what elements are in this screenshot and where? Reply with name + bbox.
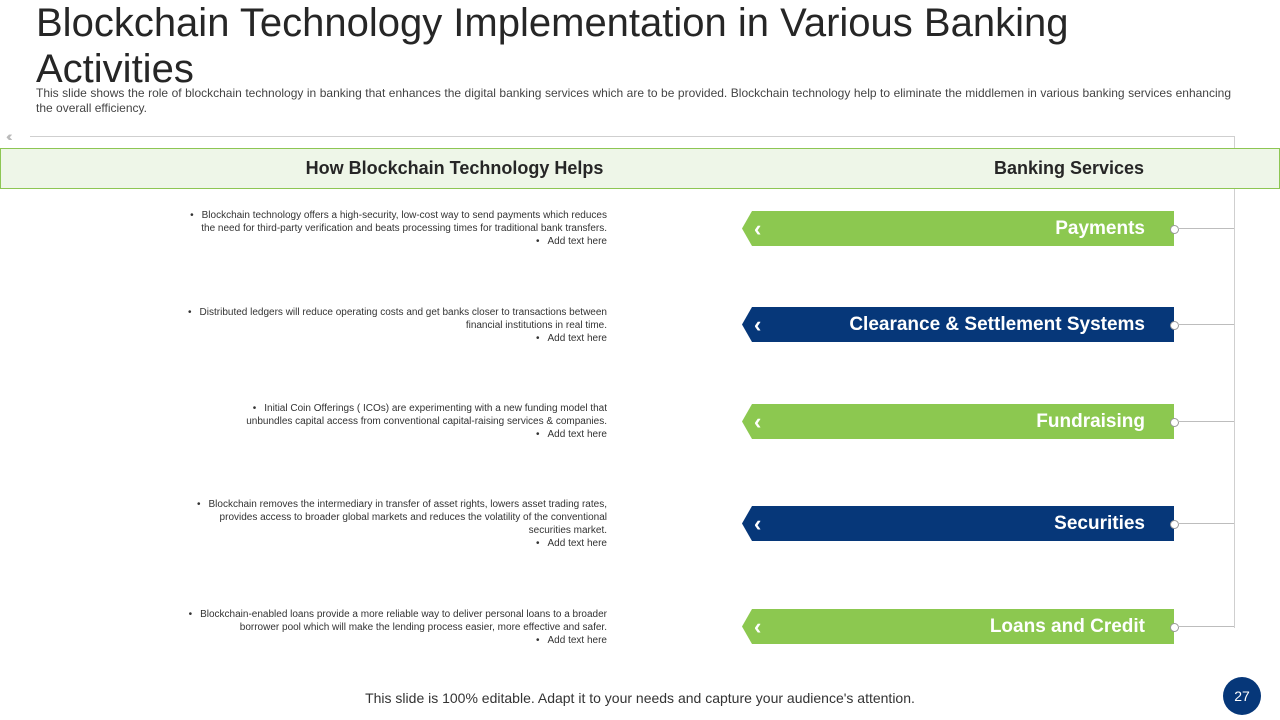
page-number-badge: 27: [1223, 677, 1261, 715]
table-header: How Blockchain Technology Helps Banking …: [0, 148, 1280, 189]
slide-title: Blockchain Technology Implementation in …: [36, 1, 1069, 91]
chevron-left-icon: ‹: [754, 216, 762, 241]
chevron-left-icon: ‹: [754, 511, 762, 536]
connector-line: [1178, 228, 1234, 229]
connector-line: [1178, 626, 1234, 627]
service-label: Clearance & Settlement Systems: [849, 314, 1145, 335]
footer-note: This slide is 100% editable. Adapt it to…: [365, 690, 915, 706]
connector-line: [1178, 421, 1234, 422]
row-description-securities: • Blockchain removes the intermediary in …: [196, 499, 607, 549]
slide-subtitle: This slide shows the role of blockchain …: [36, 86, 1231, 115]
service-tag-payments[interactable]: ‹ Payments: [742, 211, 1174, 246]
service-label: Payments: [1055, 218, 1145, 239]
connector-dot: [1170, 520, 1179, 529]
service-label: Fundraising: [1036, 411, 1145, 432]
frame-top-line: [30, 136, 1235, 137]
chevron-left-icon: ‹: [754, 409, 762, 434]
service-tag-loans[interactable]: ‹ Loans and Credit: [742, 609, 1174, 644]
service-label: Loans and Credit: [989, 616, 1145, 637]
chevron-left-icon: ‹: [754, 614, 762, 639]
service-tag-securities[interactable]: ‹ Securities: [742, 506, 1174, 541]
row-description-loans: • Blockchain-enabled loans provide a more…: [188, 609, 607, 646]
connector-line: [1178, 324, 1234, 325]
header-banking-services: Banking Services: [993, 158, 1145, 178]
service-label: Securities: [1054, 513, 1145, 534]
connector-line: [1178, 523, 1234, 524]
row-description-fundraising: • Initial Coin Offerings ( ICOs) are expe…: [246, 403, 607, 440]
double-chevron-left-icon: ‹‹‹‹: [6, 128, 12, 144]
frame-right-line: [1234, 136, 1235, 628]
row-description-payments: • Blockchain technology offers a high-sec…: [190, 210, 607, 247]
connector-dot: [1170, 321, 1179, 330]
chevron-left-icon: ‹: [754, 312, 762, 337]
connector-dot: [1170, 623, 1179, 632]
service-tag-clearance[interactable]: ‹ Clearance & Settlement Systems: [742, 307, 1174, 342]
header-helps: How Blockchain Technology Helps: [305, 158, 604, 178]
connector-dot: [1170, 418, 1179, 427]
service-tag-fundraising[interactable]: ‹ Fundraising: [742, 404, 1174, 439]
connector-dot: [1170, 225, 1179, 234]
row-description-clearance: • Distributed ledgers will reduce operati…: [188, 307, 607, 344]
